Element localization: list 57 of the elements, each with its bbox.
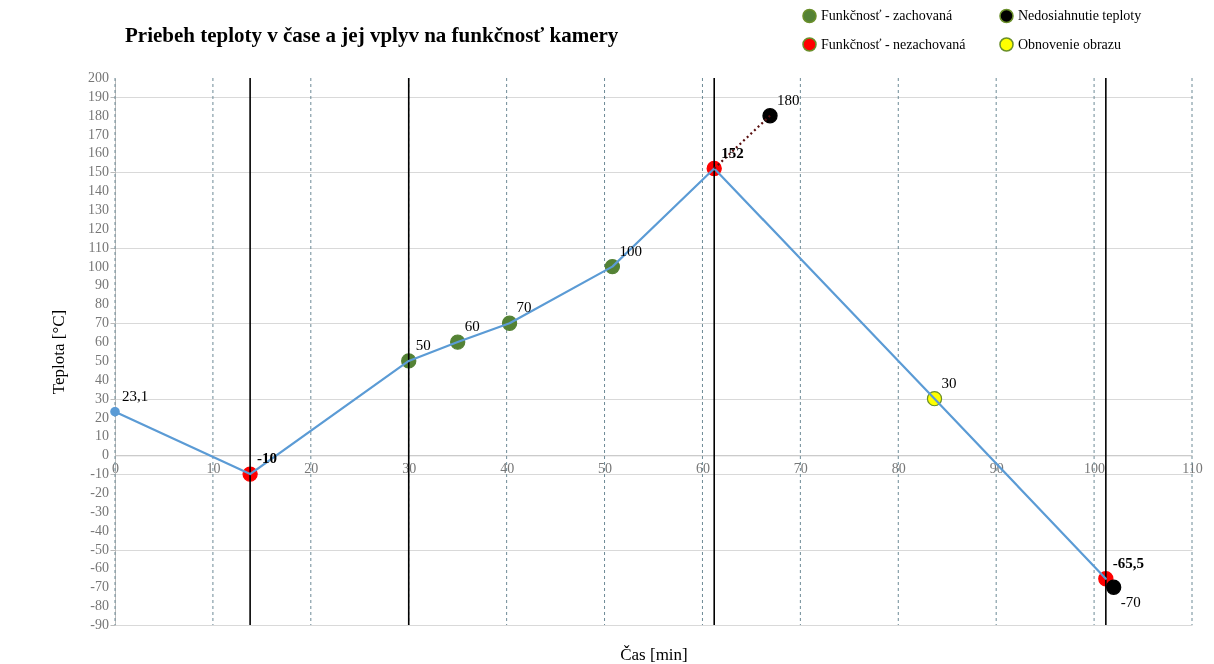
y-tick-label: 60	[95, 334, 109, 350]
y-tick-label: 10	[95, 428, 109, 444]
x-tick-label: 110	[1182, 460, 1203, 476]
y-tick-label: -50	[90, 541, 109, 557]
y-tick-label: -70	[90, 579, 109, 595]
data-label: 180	[777, 91, 800, 108]
y-tick-label: 190	[88, 88, 109, 104]
data-label: 30	[941, 374, 957, 391]
data-label: 23,1	[122, 387, 149, 404]
y-tick-label: -10	[90, 466, 109, 482]
x-tick-label: 40	[500, 460, 515, 476]
x-tick-label: 70	[793, 460, 808, 476]
x-axis-title: Čas [min]	[620, 644, 688, 664]
chart-title: Priebeh teploty v čase a jej vplyv na funkčnosť kamery	[125, 23, 619, 47]
legend-label: Nedosiahnutie teploty	[1018, 7, 1142, 23]
y-tick-label: 0	[102, 447, 109, 463]
legend-label: Funkčnosť - nezachovaná	[821, 36, 967, 52]
y-tick-label: 110	[88, 239, 109, 255]
y-tick-label: -30	[90, 503, 109, 519]
y-tick-label: 50	[95, 352, 109, 368]
point	[762, 108, 778, 124]
y-tick-label: 100	[88, 258, 109, 274]
data-label: 60	[464, 318, 480, 335]
x-tick-label: 10	[206, 460, 221, 476]
data-label: -70	[1120, 594, 1141, 611]
y-axis-title: Teplota [°C]	[49, 309, 68, 395]
y-tick-label: -60	[90, 560, 109, 576]
y-tick-label: 140	[88, 183, 109, 199]
data-label: 50	[415, 336, 431, 353]
y-tick-label: 160	[88, 145, 109, 161]
y-tick-label: 20	[95, 409, 109, 425]
y-tick-label: 170	[88, 126, 109, 142]
data-label: -65,5	[1112, 554, 1145, 571]
data-label: 70	[516, 299, 532, 316]
y-tick-label: 90	[95, 277, 109, 293]
y-tick-label: 120	[88, 220, 109, 236]
y-tick-label: 180	[88, 107, 109, 123]
point	[1106, 579, 1122, 595]
y-tick-label: 40	[95, 371, 109, 387]
x-tick-label: 80	[891, 460, 906, 476]
legend-label: Funkčnosť - zachovaná	[821, 7, 953, 23]
y-tick-label: 80	[95, 296, 109, 312]
y-tick-label: 130	[88, 202, 109, 218]
x-tick-label: 100	[1084, 460, 1106, 476]
y-tick-label: -20	[90, 484, 109, 500]
legend-label: Obnovenie obrazu	[1018, 36, 1122, 52]
x-tick-label: 50	[598, 460, 613, 476]
y-tick-label: 30	[95, 390, 109, 406]
y-tick-label: -80	[90, 598, 109, 614]
y-tick-label: -90	[90, 617, 109, 632]
y-tick-label: 200	[88, 70, 109, 85]
y-tick-label: 70	[95, 315, 109, 331]
x-tick-label: 20	[304, 460, 319, 476]
y-tick-label: -40	[90, 522, 109, 538]
y-tick-label: 150	[88, 164, 109, 180]
data-label: 152	[721, 144, 744, 161]
x-tick-label: 60	[695, 460, 710, 476]
